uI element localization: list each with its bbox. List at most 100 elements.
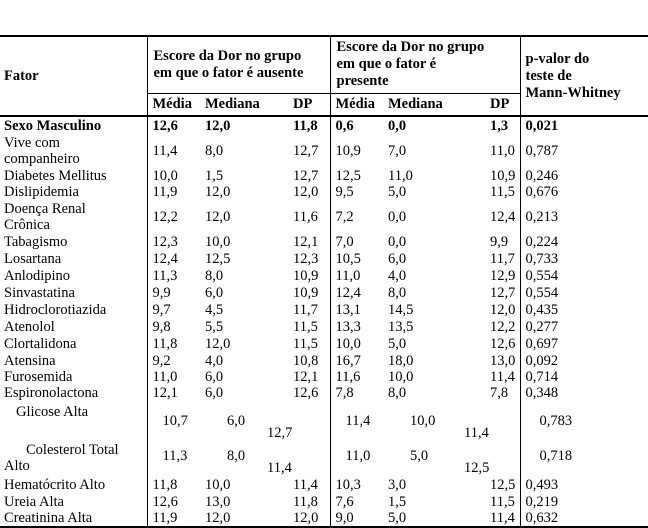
value-cell: 7,8 xyxy=(485,385,521,401)
factor-cell: Glicose Alta xyxy=(0,401,148,441)
value-cell: 0,0 xyxy=(388,233,407,250)
value-cell: 9,8 xyxy=(152,318,171,335)
table-row: Tabagismo 12,3 10,0 12,1 7,0 0,0 9,9 0,224 xyxy=(0,233,648,250)
value-cell: 11,3 xyxy=(162,448,188,464)
value-cell: 5,0 xyxy=(388,335,407,352)
value-cell: 11,0 xyxy=(345,448,371,464)
pvalue-cell: 0,554 xyxy=(525,284,559,301)
value-cell: 12,6 xyxy=(485,335,521,352)
table-row: Colesterol Total Alto 11,3 8,0 11,4 11,0 5,0 1… xyxy=(0,441,648,476)
value-cell: 5,0 xyxy=(410,448,429,464)
value-cell: 16,7 xyxy=(335,352,361,369)
value-cell: 1,3 xyxy=(485,116,521,134)
table-header-row: Fator Escore da Dor no grupo em que o fa… xyxy=(0,36,648,117)
value-cell: 11,6 xyxy=(335,369,361,385)
table-row: Diabetes Mellitus 10,0 1,5 12,7 12,5 11,0 10,9… xyxy=(0,167,648,184)
table-row: Dislipidemia 11,9 12,0 12,0 9,5 5,0 11,5 0,676 xyxy=(0,184,648,200)
factor-cell: Furosemida xyxy=(0,369,148,385)
value-cell: 9,0 xyxy=(335,510,354,526)
table-row: Anlodipino 11,3 8,0 10,9 11,0 4,0 12,9 0,554 xyxy=(0,267,648,284)
value-cell: 5,0 xyxy=(388,510,407,526)
value-cell: 13,3 xyxy=(335,318,361,335)
column-header-group-absent: Escore da Dor no grupo em que o fator é … xyxy=(147,36,331,94)
table-row: Sexo Masculino 12,6 12,0 11,8 0,6 0,0 1,3 0,021 xyxy=(0,116,648,134)
value-cell: 11,4 xyxy=(464,401,521,441)
factor-cell: Doença Renal Crônica xyxy=(0,200,148,233)
value-cell: 5,5 xyxy=(205,318,224,335)
value-cell: 12,0 xyxy=(288,510,331,528)
factor-cell: Dislipidemia xyxy=(0,184,148,200)
factor-cell: Ureia Alta xyxy=(0,493,148,510)
factor-cell: Espironolactona xyxy=(0,385,148,401)
pvalue-cell: 0,783 xyxy=(539,413,573,429)
value-cell: 0,0 xyxy=(388,208,407,225)
value-cell: 12,6 xyxy=(288,385,331,401)
value-cell: 10,3 xyxy=(335,476,361,493)
value-cell: 12,0 xyxy=(205,510,231,526)
table-row: Atensina 9,2 4,0 10,8 16,7 18,0 13,0 0,092 xyxy=(0,352,648,369)
factor-cell: Diabetes Mellitus xyxy=(0,167,148,184)
pvalue-cell: 0,718 xyxy=(539,448,573,464)
value-cell: 1,5 xyxy=(388,493,407,510)
value-cell: 11,6 xyxy=(288,200,331,233)
value-cell: 11,7 xyxy=(288,301,331,318)
pvalue-cell: 0,554 xyxy=(525,267,559,284)
factor-cell: Hidroclorotiazida xyxy=(0,301,148,318)
table-row: Espironolactona 12,1 6,0 12,6 7,8 8,0 7,8 0,348 xyxy=(0,385,648,401)
column-header-group-present: Escore da Dor no grupo em que o fator é … xyxy=(330,36,521,94)
pvalue-cell: 0,021 xyxy=(525,117,559,134)
table-row: Creatinina Alta 11,9 12,0 12,0 9,0 5,0 11,4 0,6… xyxy=(0,510,648,528)
value-cell: 8,0 xyxy=(227,448,246,464)
pvalue-cell: 0,493 xyxy=(525,476,559,493)
pvalue-cell: 0,213 xyxy=(525,208,559,225)
factor-cell: Vive com companheiro xyxy=(0,134,148,167)
value-cell: 10,0 xyxy=(205,476,231,493)
value-cell: 10,9 xyxy=(288,284,331,301)
value-cell: 11,5 xyxy=(288,318,331,335)
factor-cell: Hematócrito Alto xyxy=(0,476,148,493)
pvalue-cell: 0,435 xyxy=(525,301,559,318)
value-cell: 12,1 xyxy=(288,233,331,250)
value-cell: 11,4 xyxy=(485,369,521,385)
value-cell: 12,1 xyxy=(152,385,178,401)
table-row: Clortalidona 11,8 12,0 11,5 10,0 5,0 12,6 0,697 xyxy=(0,335,648,352)
value-cell: 4,0 xyxy=(388,267,407,284)
factor-cell: Atenolol xyxy=(0,318,148,335)
factor-cell: Tabagismo xyxy=(0,233,148,250)
value-cell: 11,9 xyxy=(152,184,178,200)
value-cell: 10,5 xyxy=(335,250,361,267)
column-header-fator: Fator xyxy=(0,36,148,117)
value-cell: 7,2 xyxy=(335,208,354,225)
value-cell: 4,0 xyxy=(205,352,224,369)
factor-cell: Anlodipino xyxy=(0,267,148,284)
value-cell: 7,6 xyxy=(335,493,354,510)
factor-cell: Sinvastatina xyxy=(0,284,148,301)
value-cell: 12,2 xyxy=(485,318,521,335)
subheader-media-present: Média xyxy=(330,93,383,117)
value-cell: 3,0 xyxy=(388,476,407,493)
table-row: Hematócrito Alto 11,8 10,0 11,4 10,3 3,0 12,5 0… xyxy=(0,476,648,493)
value-cell: 11,8 xyxy=(288,493,331,510)
value-cell: 9,5 xyxy=(335,184,354,200)
subheader-mediana-present: Mediana xyxy=(383,93,485,117)
value-cell: 11,4 xyxy=(485,510,521,528)
value-cell: 14,5 xyxy=(388,301,414,318)
value-cell: 12,7 xyxy=(288,167,331,184)
pvalue-cell: 0,246 xyxy=(525,167,559,184)
table-row: Losartana 12,4 12,5 12,3 10,5 6,0 11,7 0,733 xyxy=(0,250,648,267)
value-cell: 0,6 xyxy=(335,117,354,134)
table-row: Vive com companheiro 11,4 8,0 12,7 10,9 7,0 11… xyxy=(0,134,648,167)
value-cell: 9,9 xyxy=(485,233,521,250)
value-cell: 9,9 xyxy=(152,284,171,301)
value-cell: 10,0 xyxy=(335,335,361,352)
value-cell: 11,8 xyxy=(152,335,178,352)
value-cell: 8,0 xyxy=(205,142,224,159)
value-cell: 12,4 xyxy=(485,200,521,233)
value-cell: 8,0 xyxy=(388,284,407,301)
value-cell: 11,8 xyxy=(288,116,331,134)
subheader-media-absent: Média xyxy=(147,93,200,117)
value-cell: 18,0 xyxy=(388,352,414,369)
value-cell: 0,0 xyxy=(388,117,407,134)
value-cell: 12,1 xyxy=(288,369,331,385)
pvalue-cell: 0,224 xyxy=(525,233,559,250)
